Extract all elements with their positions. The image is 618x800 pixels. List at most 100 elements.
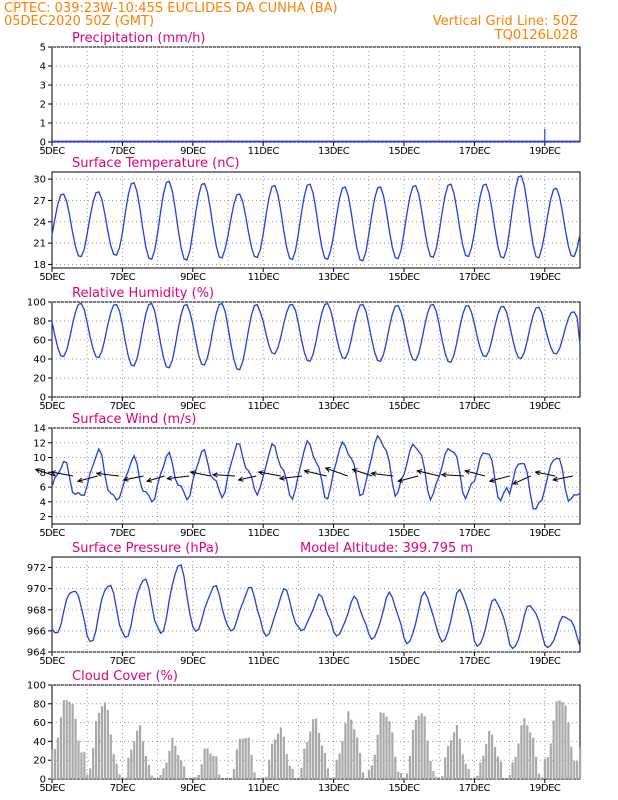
cloud-bar xyxy=(561,702,564,779)
x-tick-label: 19DEC xyxy=(529,146,561,157)
cloud-bar xyxy=(106,709,109,779)
cloud-bar xyxy=(458,738,461,779)
cloud-bar xyxy=(523,718,526,779)
cloud-bar xyxy=(206,748,209,779)
cloud-bar xyxy=(312,719,315,779)
y-tick-label: 1 xyxy=(40,119,46,130)
cloud-bar xyxy=(496,756,500,779)
cloud-bar xyxy=(306,741,309,779)
cloud-bar xyxy=(273,739,277,779)
cloud-bar xyxy=(576,761,579,779)
cloud-bar xyxy=(449,740,453,779)
cloud-bar xyxy=(385,716,388,779)
cloud-bar xyxy=(508,775,511,779)
cloud-bar xyxy=(232,769,236,779)
cloud-bar xyxy=(77,740,80,779)
wind-arrow xyxy=(465,470,486,477)
cloud-bar xyxy=(555,701,558,779)
x-tick-label: 11DEC xyxy=(248,783,280,794)
wind-arrow xyxy=(190,471,211,477)
cloud-bar xyxy=(341,740,344,779)
cloud-bar xyxy=(350,719,353,779)
cloud-bar xyxy=(482,755,485,779)
x-tick-label: 17DEC xyxy=(459,783,491,794)
x-tick-label: 5DEC xyxy=(39,146,65,157)
x-tick-label: 5DEC xyxy=(39,272,65,283)
x-tick-label: 7DEC xyxy=(110,528,136,539)
wind-arrow-head xyxy=(534,470,541,476)
wind-arrow xyxy=(417,470,440,477)
wind-arrow xyxy=(441,474,464,477)
y-tick-label: 100 xyxy=(27,298,46,309)
x-tick-label: 13DEC xyxy=(318,783,350,794)
cloud-bar xyxy=(218,774,221,779)
cloud-bar xyxy=(532,737,535,779)
cloud-bar xyxy=(356,737,359,779)
cloud-bar xyxy=(400,773,403,779)
cloud-bar xyxy=(320,745,324,779)
x-tick-label: 9DEC xyxy=(180,783,206,794)
cloud-bar xyxy=(323,753,326,779)
cloud-bar xyxy=(326,768,329,779)
x-tick-label: 7DEC xyxy=(110,272,136,283)
cloud-bar xyxy=(467,769,470,779)
cloud-bar xyxy=(535,756,538,779)
plot-frame xyxy=(51,301,581,398)
y-tick-label: 6 xyxy=(40,483,46,494)
wind-arrow xyxy=(352,468,373,477)
cloud-bar xyxy=(552,720,555,779)
cloud-bar xyxy=(479,762,482,779)
cloud-bar xyxy=(59,717,62,779)
cloud-bar xyxy=(215,756,218,779)
y-tick-label: 10 xyxy=(33,453,46,464)
y-tick-label: 18 xyxy=(33,260,46,271)
cloud-bar xyxy=(62,700,65,779)
y-tick-label: 21 xyxy=(33,239,46,250)
panel-3: 0 20 40 60 80 100 5DEC 7DEC 9DEC 11DEC 13DEC 15DEC 1… xyxy=(27,286,581,412)
wind-arrow-head xyxy=(512,479,519,485)
wind-arrow-head xyxy=(122,476,129,482)
series-line xyxy=(51,302,581,371)
grid-line-note: Vertical Grid Line: 50Z xyxy=(433,14,578,29)
model-id: TQ0126L028 xyxy=(494,28,578,43)
wind-arrow xyxy=(535,471,556,477)
cloud-bar xyxy=(97,712,101,779)
cloud-bar xyxy=(417,715,420,779)
cloud-bar xyxy=(203,748,206,779)
cloud-bar xyxy=(408,755,412,779)
panel-title: Surface Pressure (hPa) xyxy=(72,541,219,556)
cloud-bar xyxy=(391,732,394,779)
y-tick-label: 8 xyxy=(40,468,46,479)
y-tick-label: 5 xyxy=(40,43,46,54)
plot-frame xyxy=(51,171,581,269)
y-tick-label: 0 xyxy=(40,775,46,786)
wind-arrow xyxy=(553,475,574,481)
cloud-bar xyxy=(499,761,502,779)
cloud-bar xyxy=(573,760,576,779)
x-tick-label: 9DEC xyxy=(180,146,206,157)
x-tick-label: 7DEC xyxy=(110,656,136,667)
cloud-bar xyxy=(118,774,121,779)
cloud-bar xyxy=(529,732,532,779)
wind-arrow xyxy=(123,475,144,481)
cloud-bar xyxy=(300,767,303,779)
cloud-bar xyxy=(288,765,291,779)
series-line xyxy=(51,174,581,262)
x-tick-label: 15DEC xyxy=(388,272,420,283)
plot-frame xyxy=(51,46,581,143)
run-date: 05DEC2020 50Z (GMT) xyxy=(4,14,154,29)
cloud-bar xyxy=(549,743,552,779)
wind-arrow-head xyxy=(145,477,153,483)
panel-subtitle: Model Altitude: 399.795 m xyxy=(300,541,473,556)
cloud-bar xyxy=(282,736,285,779)
wind-arrow-head xyxy=(440,472,447,478)
wind-arrow-head xyxy=(166,475,173,481)
cloud-bar xyxy=(359,752,362,779)
cloud-bar xyxy=(268,759,271,779)
x-tick-label: 5DEC xyxy=(39,783,65,794)
cloud-bar xyxy=(309,731,312,779)
cloud-bar xyxy=(285,754,288,779)
x-tick-label: 7DEC xyxy=(110,401,136,412)
plot-frame xyxy=(51,556,581,653)
panel-title: Precipitation (mm/h) xyxy=(72,31,205,46)
